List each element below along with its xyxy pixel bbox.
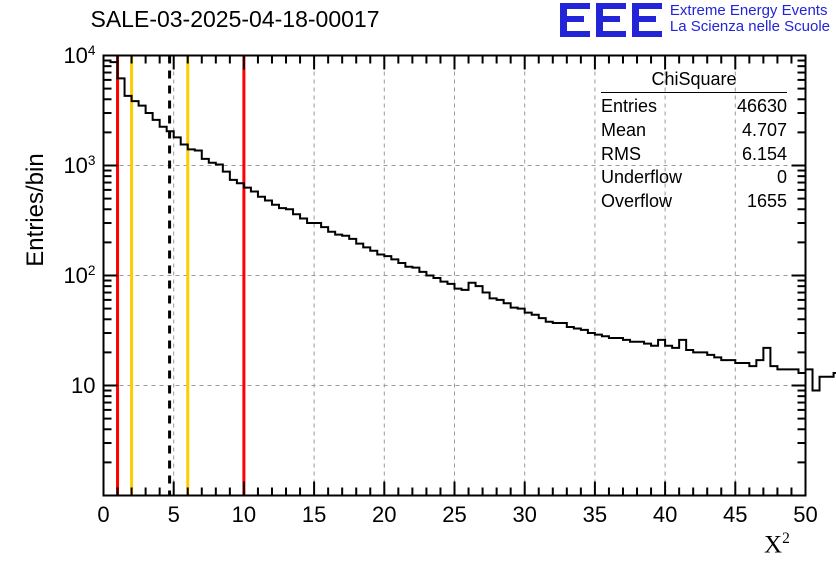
y-tick-label: 103 (63, 152, 96, 178)
stats-row-value: 46630 (736, 96, 787, 116)
stats-row-value: 1655 (746, 191, 787, 211)
x-tick-label: 20 (372, 501, 397, 527)
stats-row: Overflow 1655 (601, 190, 787, 214)
stats-row: RMS 6.154 (601, 143, 787, 167)
x-tick-label: 10 (231, 501, 257, 527)
x-tick-label: 5 (167, 501, 180, 527)
stats-row-value: 0 (776, 167, 787, 188)
page-title: SALE-03-2025-04-18-00017 (90, 6, 380, 32)
stats-row: Entries 46630 (601, 95, 787, 119)
eee-logo: Extreme Energy Events La Scienza nelle S… (559, 2, 830, 38)
stats-row-key: Underflow (601, 167, 683, 188)
x-tick-label: 40 (652, 501, 678, 527)
stats-row-value: 6.154 (741, 143, 787, 164)
stats-box-title: ChiSquare (651, 69, 737, 89)
stats-row-key: Overflow (601, 191, 673, 211)
x-tick-label: 25 (442, 501, 467, 527)
x-tick-label: 30 (512, 501, 537, 527)
eee-logo-line2: La Scienza nelle Scuole (669, 17, 830, 35)
stats-row-key: Entries (601, 96, 658, 116)
y-tick-label: 104 (63, 42, 96, 68)
stats-box: ChiSquare Entries 46630 Mean 4.707 RMS 6.154 U… (601, 69, 787, 214)
x-tick-label: 35 (582, 501, 608, 527)
x-tick-label: 50 (793, 501, 818, 527)
stats-box-divider (601, 92, 787, 93)
axis-ticks (102, 54, 807, 497)
y-tick-label: 102 (63, 262, 96, 288)
stats-box-rows: Entries 46630 Mean 4.707 RMS 6.154 Underflow 0 O… (601, 95, 787, 214)
eee-logo-text: Extreme Energy Events La Scienza nelle S… (670, 2, 830, 34)
x-tick-label: 45 (723, 501, 748, 527)
y-tick-label: 10 (71, 372, 96, 398)
stats-row: Mean 4.707 (601, 119, 787, 143)
x-tick-label: 0 (97, 501, 110, 527)
stats-row-key: RMS (601, 143, 641, 164)
stats-row-key: Mean (601, 119, 647, 140)
eee-logo-mark-icon (559, 3, 662, 37)
histogram-curve (103, 59, 836, 392)
x-axis-title: X2 (764, 530, 790, 559)
eee-logo-line1: Extreme Energy Events (669, 2, 828, 19)
stats-row-value: 4.707 (741, 119, 787, 140)
x-tick-label: 15 (301, 501, 327, 527)
vertical-markers (116, 55, 246, 496)
stats-row: Underflow 0 (601, 166, 787, 190)
